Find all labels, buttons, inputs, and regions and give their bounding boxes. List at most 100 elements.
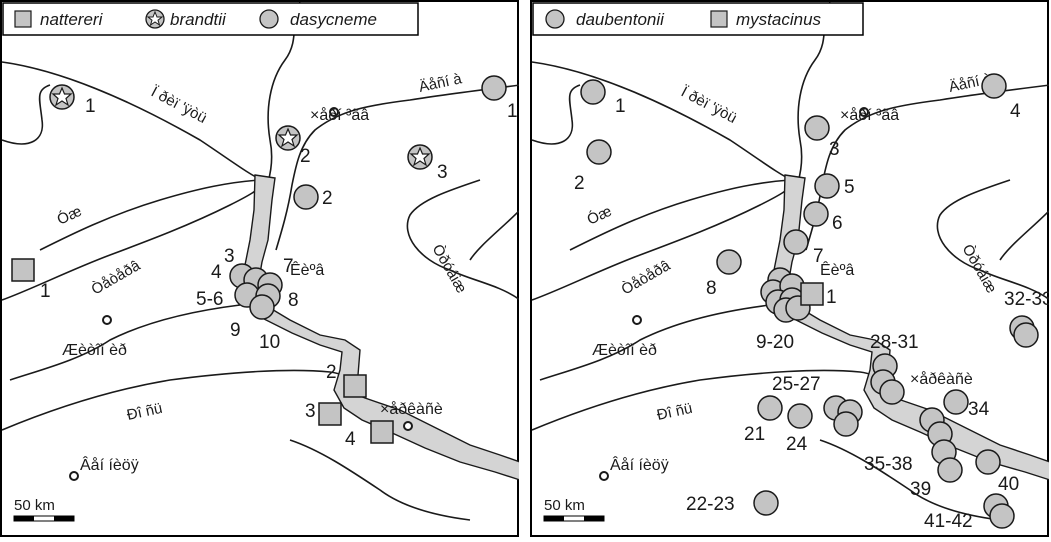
marker-label: 32-33 bbox=[1004, 289, 1049, 310]
river-east-small bbox=[999, 209, 1051, 261]
city-dot bbox=[69, 471, 79, 481]
marker-label: 6 bbox=[832, 213, 843, 234]
daubentonii-circle-marker bbox=[753, 490, 779, 516]
river-desna bbox=[275, 84, 521, 251]
daubentonii-circle-marker bbox=[787, 403, 813, 429]
daubentonii-circle-marker bbox=[943, 389, 969, 415]
marker-label: 2 bbox=[326, 362, 337, 383]
place-label: ×åðí ³ãâ bbox=[310, 106, 369, 124]
daubentonii-circle-marker bbox=[981, 73, 1007, 99]
marker-label: 8 bbox=[288, 290, 299, 311]
river-small-sw bbox=[9, 304, 241, 381]
daubentonii-circle-marker bbox=[586, 139, 612, 165]
place-label: ×åðêàñè bbox=[380, 400, 443, 418]
marker-label: 21 bbox=[744, 424, 765, 445]
marker-label: 4 bbox=[211, 262, 222, 283]
brandtii-star-marker bbox=[275, 125, 301, 151]
daubentonii-circle-marker bbox=[757, 395, 783, 421]
scale-label: 50 km bbox=[544, 497, 585, 514]
city-dot bbox=[403, 421, 413, 431]
place-label: ×åðêàñè bbox=[910, 370, 973, 388]
dasycneme-markers bbox=[229, 75, 507, 320]
marker-label: 9-20 bbox=[756, 332, 794, 353]
city-dot bbox=[599, 471, 609, 481]
rivers bbox=[531, 1, 1051, 521]
marker-label: 7 bbox=[283, 256, 294, 277]
marker-label: 5-6 bbox=[196, 289, 223, 310]
river-nw bbox=[1, 84, 51, 145]
map-left-svg: ×åðí ³ãâ ×åðêàñè Êèºâ Æèòîì èð Âåí íèöÿ … bbox=[0, 0, 521, 537]
marker-label: 4 bbox=[1010, 101, 1021, 122]
river-small-sw bbox=[539, 304, 771, 381]
marker-label: 24 bbox=[786, 434, 808, 455]
nattereri-square-marker bbox=[11, 258, 35, 282]
city-dot bbox=[329, 107, 339, 117]
daubentonii-circle-marker bbox=[814, 173, 840, 199]
brandtii-star-marker bbox=[407, 144, 433, 170]
map-panel-right: ×åðí ³ãâ ×åðêàñè Êèºâ Æèòîì èð Âåí íèöÿ … bbox=[530, 0, 1051, 537]
daubentonii-circle-marker bbox=[833, 411, 859, 437]
legend-label-mystacinus: mystacinus bbox=[736, 10, 822, 29]
marker-label: 25-27 bbox=[772, 374, 821, 395]
dasycneme-circle-marker bbox=[249, 294, 275, 320]
marker-label: 7 bbox=[813, 246, 824, 267]
river-trubizh bbox=[406, 179, 521, 301]
nattereri-square-marker bbox=[370, 420, 394, 444]
scale-bar: 50 km bbox=[543, 497, 605, 522]
daubentonii-markers bbox=[580, 73, 1039, 529]
marker-label: 35-38 bbox=[864, 454, 913, 475]
mystacinus-square-marker bbox=[800, 282, 824, 306]
place-label: Âåí íèöÿ bbox=[80, 455, 139, 474]
river-teteriv bbox=[531, 184, 793, 301]
daubentonii-circle-marker bbox=[879, 379, 905, 405]
river-pripyat bbox=[1, 61, 263, 181]
legend-square-swatch bbox=[14, 10, 32, 28]
river-east-small bbox=[469, 209, 521, 261]
city-dot bbox=[632, 315, 642, 325]
place-label: Êèºâ bbox=[290, 260, 324, 279]
nattereri-markers bbox=[11, 258, 394, 444]
city-dot bbox=[102, 315, 112, 325]
marker-label: 1 bbox=[507, 101, 518, 122]
marker-label: 5 bbox=[844, 177, 855, 198]
river-nw bbox=[531, 84, 581, 145]
daubentonii-circle-marker bbox=[804, 115, 830, 141]
place-label: Æèòîì èð bbox=[62, 342, 127, 359]
legend-label-dasycneme: dasycneme bbox=[290, 10, 377, 29]
marker-label: 2 bbox=[322, 188, 333, 209]
river-trubizh bbox=[936, 179, 1051, 301]
map-right-svg: ×åðí ³ãâ ×åðêàñè Êèºâ Æèòîì èð Âåí íèöÿ … bbox=[530, 0, 1051, 537]
marker-label: 9 bbox=[230, 320, 241, 341]
dasycneme-circle-marker bbox=[481, 75, 507, 101]
daubentonii-circle-marker bbox=[803, 201, 829, 227]
marker-label: 40 bbox=[998, 474, 1019, 495]
marker-label: 1 bbox=[85, 96, 96, 117]
nattereri-square-marker bbox=[343, 374, 367, 398]
brandtii-star-marker bbox=[49, 84, 75, 110]
river-pripyat bbox=[531, 61, 793, 181]
daubentonii-circle-marker bbox=[975, 449, 1001, 475]
river-teteriv bbox=[1, 184, 263, 301]
marker-label: 1 bbox=[615, 96, 626, 117]
legend-star-swatch bbox=[145, 9, 165, 29]
marker-label: 3 bbox=[305, 401, 316, 422]
river-uzh bbox=[569, 179, 791, 251]
marker-label: 3 bbox=[829, 139, 840, 160]
place-label: Âåí íèöÿ bbox=[610, 455, 669, 474]
marker-label: 8 bbox=[706, 278, 717, 299]
legend: nattereri brandtii dasycneme bbox=[2, 2, 419, 36]
place-dots bbox=[69, 107, 413, 481]
place-label: Êèºâ bbox=[820, 260, 854, 279]
marker-label: 2 bbox=[300, 146, 311, 167]
marker-label: 39 bbox=[910, 479, 931, 500]
daubentonii-circle-marker bbox=[1013, 322, 1039, 348]
place-label: ×åðí ³ãâ bbox=[840, 106, 899, 124]
daubentonii-circle-marker bbox=[937, 457, 963, 483]
city-dot bbox=[859, 107, 869, 117]
marker-label: 3 bbox=[224, 246, 235, 267]
daubentonii-circle-marker bbox=[989, 503, 1015, 529]
marker-label: 1 bbox=[826, 287, 837, 308]
daubentonii-circle-marker bbox=[783, 229, 809, 255]
marker-label: 34 bbox=[968, 399, 990, 420]
river-south bbox=[289, 439, 471, 521]
